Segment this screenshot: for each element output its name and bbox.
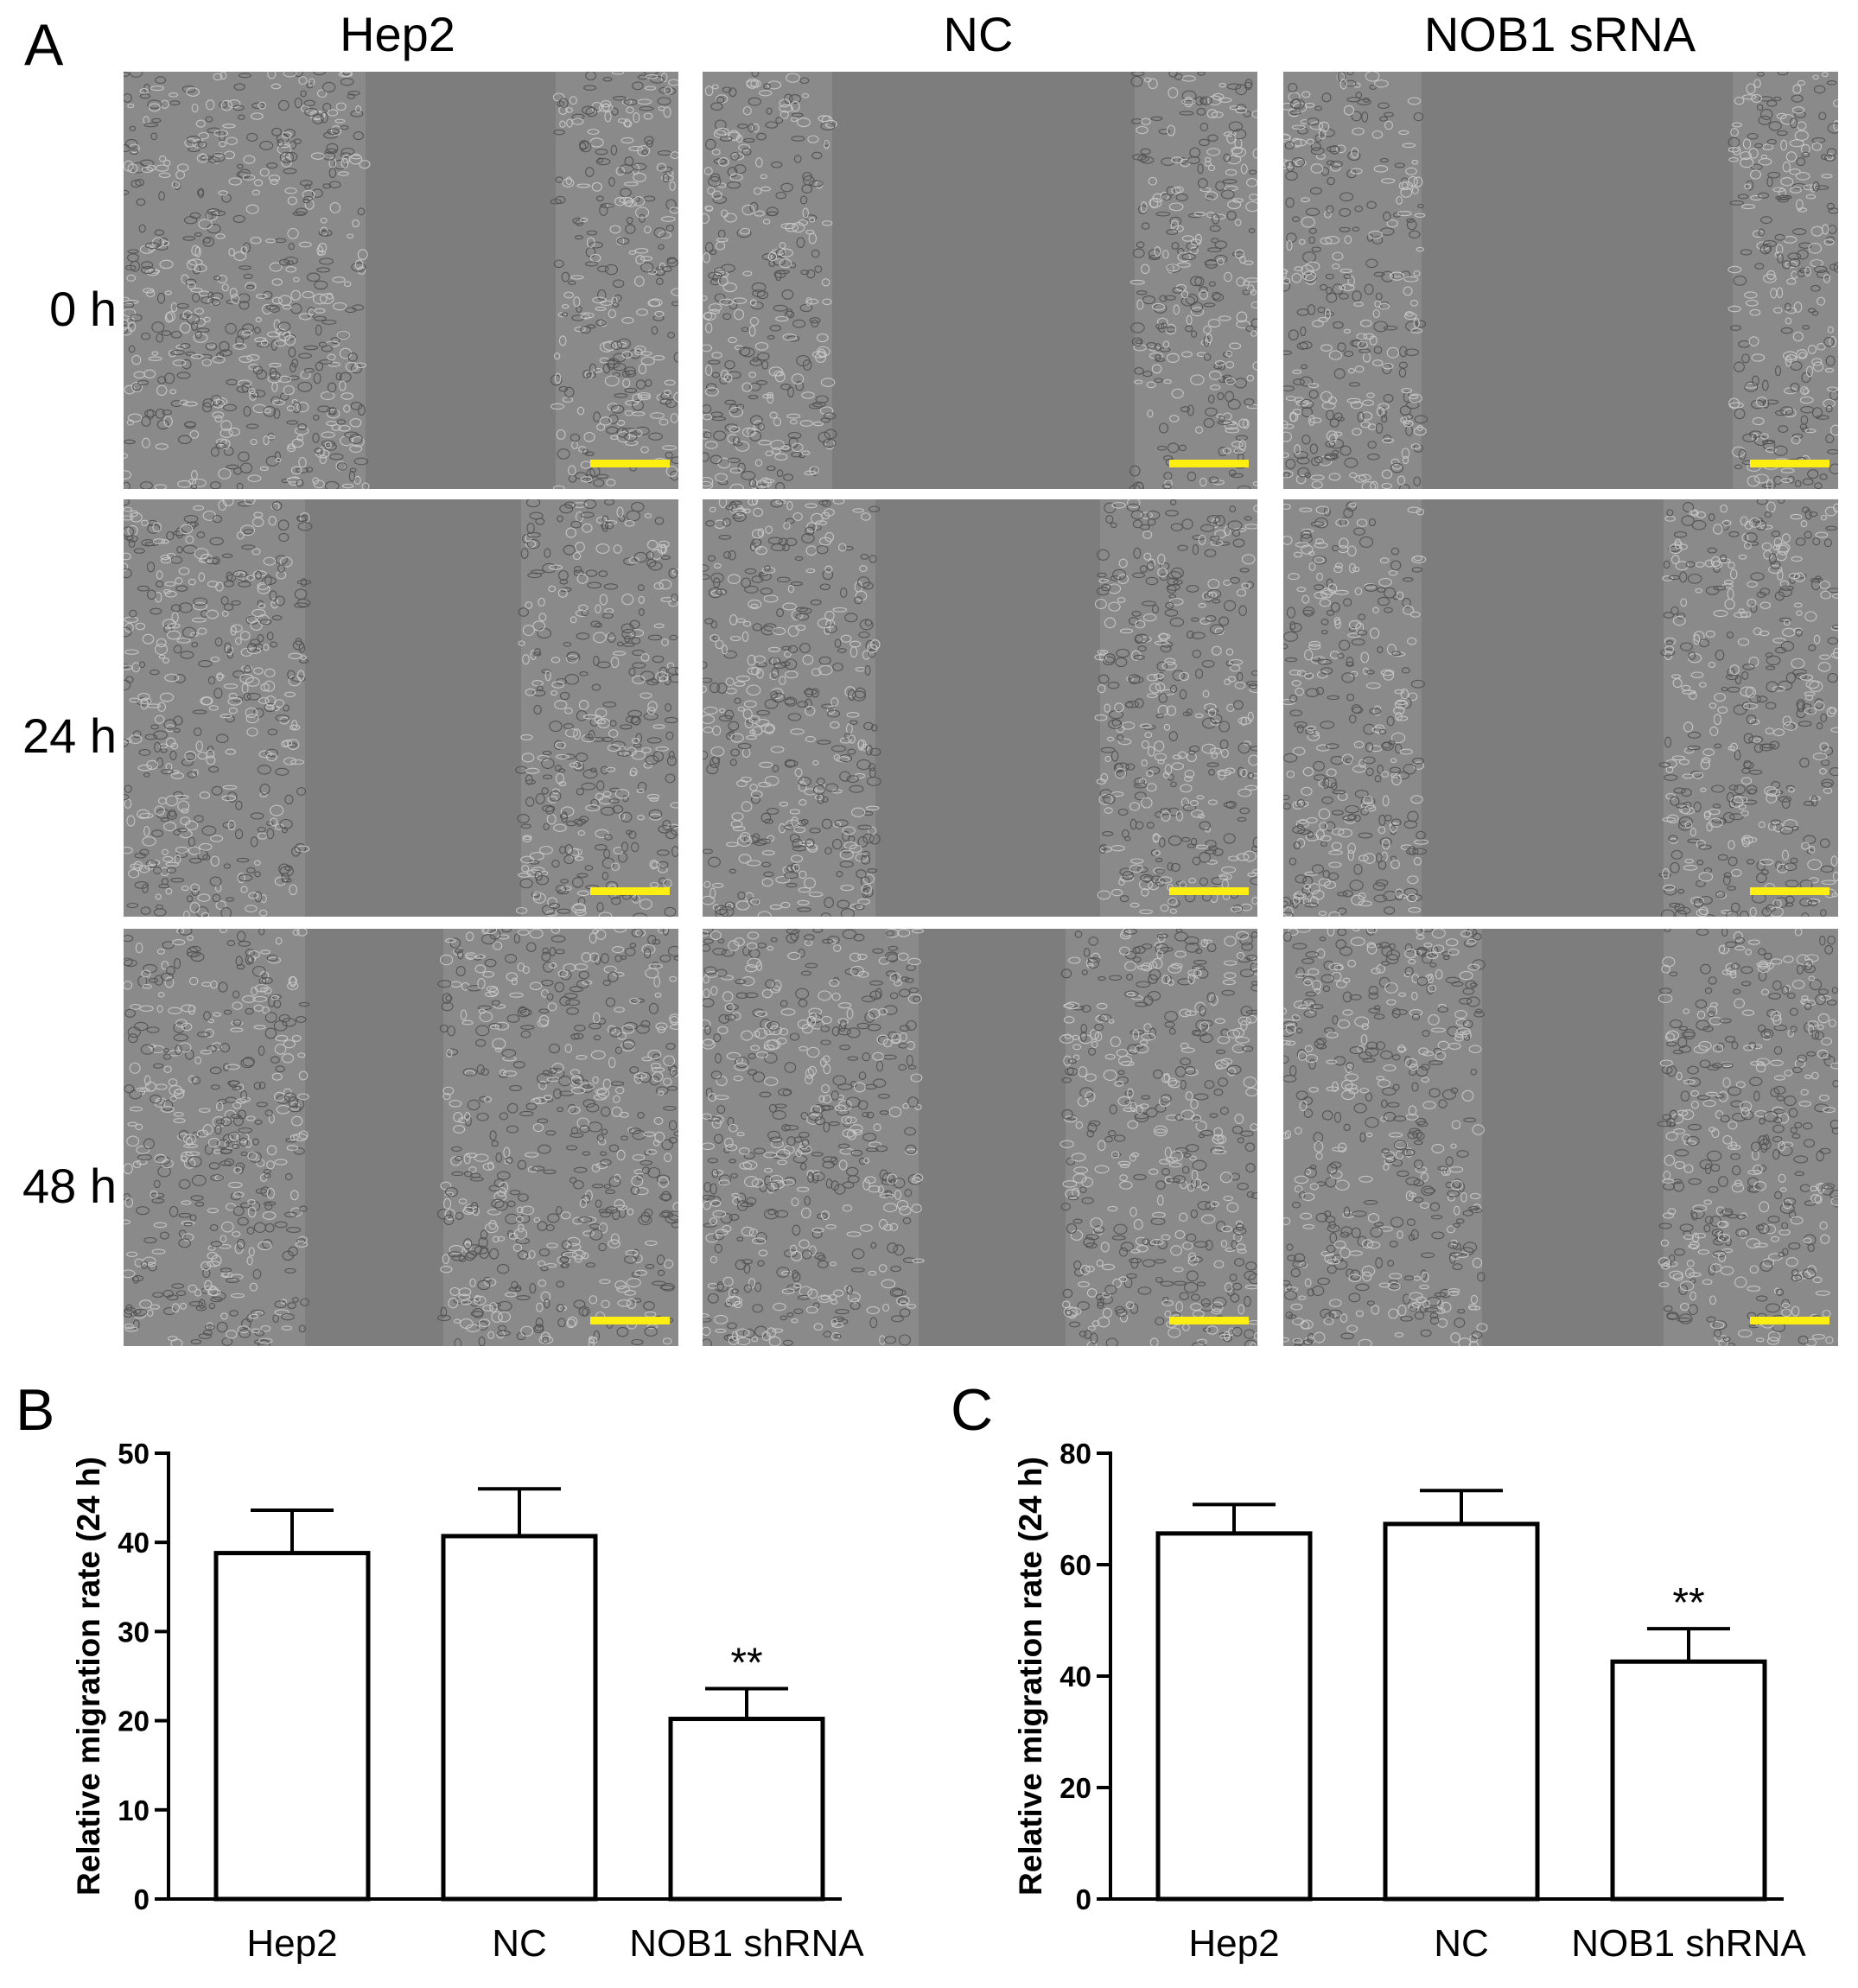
y-axis-label: Relative migration rate (24 h) xyxy=(1013,1457,1048,1896)
row-label-24h: 24 h xyxy=(9,712,117,760)
y-tick-label: 10 xyxy=(118,1794,150,1826)
bar-nc xyxy=(443,1536,595,1899)
scale-bar xyxy=(1169,460,1249,467)
bar-chart-c: 0 20 40 60 80 Relative migration rate (24 h) H… xyxy=(942,1400,1858,1984)
row-label-0h: 0 h xyxy=(9,285,117,333)
y-tick-label: 0 xyxy=(1076,1883,1091,1915)
micrograph-2-2 xyxy=(703,499,1257,917)
column-title-nob1-srna: NOB1 sRNA xyxy=(1283,10,1836,59)
micrograph-3-2 xyxy=(703,929,1257,1346)
scale-bar xyxy=(1750,887,1829,895)
scale-bar xyxy=(1169,887,1249,895)
bar-chart-b-svg: 0 10 20 30 40 50 Relative migration rate (24 h… xyxy=(0,1400,916,1984)
bar-chart-c-svg: 0 20 40 60 80 Relative migration rate (24 h) H… xyxy=(942,1400,1858,1984)
y-tick-label: 60 xyxy=(1059,1549,1091,1581)
significance-marker: ** xyxy=(1672,1580,1704,1626)
y-tick-label: 0 xyxy=(134,1883,150,1915)
bar-nc xyxy=(1385,1524,1537,1899)
column-title-hep2: Hep2 xyxy=(121,10,674,59)
bar-hep2 xyxy=(216,1553,368,1899)
row-label-48h: 48 h xyxy=(9,1162,117,1210)
y-tick-label: 30 xyxy=(118,1616,150,1648)
micrograph-1-3 xyxy=(1283,72,1838,489)
micrograph-3-1 xyxy=(124,929,678,1346)
bar-nob1-shrna xyxy=(671,1719,823,1899)
scale-bar xyxy=(1169,1317,1249,1324)
micrograph-1-1 xyxy=(124,72,678,489)
micrograph-1-2 xyxy=(703,72,1257,489)
scale-bar xyxy=(1750,1317,1829,1324)
scale-bar xyxy=(590,887,670,895)
micrograph-2-3 xyxy=(1283,499,1838,917)
significance-marker: ** xyxy=(730,1640,762,1686)
panel-letter-a: A xyxy=(24,16,63,74)
x-tick-label: NC xyxy=(1434,1922,1489,1965)
bar-nob1-shrna xyxy=(1613,1661,1765,1899)
scale-bar xyxy=(1750,460,1829,467)
x-tick-label: NOB1 shRNA xyxy=(1571,1922,1806,1965)
scale-bar xyxy=(590,1317,670,1324)
y-tick-label: 40 xyxy=(1059,1661,1091,1693)
y-tick-label: 20 xyxy=(1059,1772,1091,1804)
bar-chart-b: 0 10 20 30 40 50 Relative migration rate (24 h… xyxy=(0,1400,916,1984)
x-tick-label: NC xyxy=(492,1922,547,1965)
micrograph-2-1 xyxy=(124,499,678,917)
x-tick-label: Hep2 xyxy=(246,1922,337,1965)
x-tick-label: NOB1 shRNA xyxy=(629,1922,864,1965)
scale-bar xyxy=(590,460,670,467)
x-tick-label: Hep2 xyxy=(1188,1922,1279,1965)
column-title-nc: NC xyxy=(702,10,1255,59)
bar-hep2 xyxy=(1158,1534,1310,1899)
y-tick-label: 40 xyxy=(118,1527,150,1559)
y-axis-label: Relative migration rate (24 h) xyxy=(71,1457,106,1896)
y-tick-label: 50 xyxy=(118,1438,150,1470)
y-tick-label: 80 xyxy=(1059,1438,1091,1470)
y-tick-label: 20 xyxy=(118,1705,150,1737)
micrograph-3-3 xyxy=(1283,929,1838,1346)
